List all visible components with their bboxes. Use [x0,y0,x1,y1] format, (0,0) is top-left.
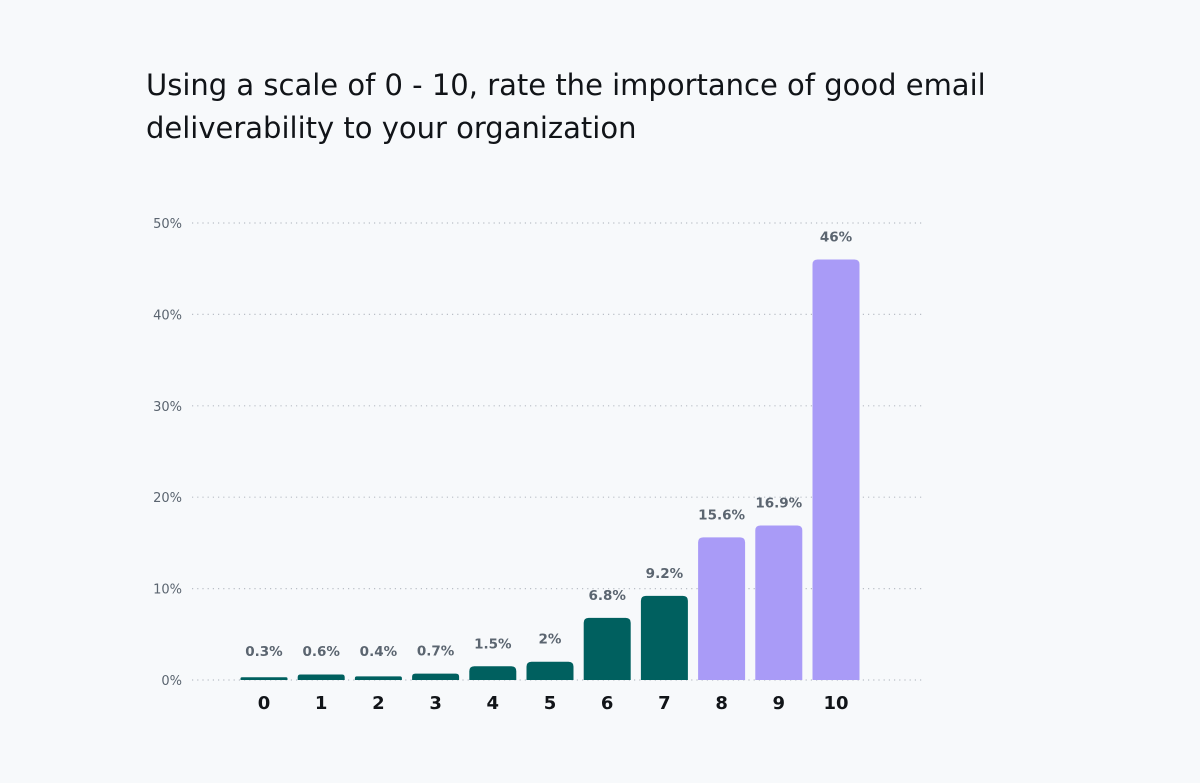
bar-1 [297,674,345,680]
value-label: 15.6% [698,507,745,523]
bar-0 [240,677,288,680]
x-axis-category-labels: 0 1 2 3 4 5 6 7 8 9 10 [258,693,849,714]
value-label: 9.2% [646,566,684,582]
x-tick-label: 10 [823,693,848,714]
bar-10 [812,259,860,680]
y-tick-label: 40% [153,308,182,323]
value-label: 0.6% [302,644,340,660]
x-tick-label: 7 [658,693,671,714]
y-tick-label: 10% [153,583,182,598]
value-label: 0.7% [417,644,455,660]
bar-5 [526,661,574,680]
value-label: 2% [539,632,562,648]
bar-4 [469,666,517,680]
bar-3 [412,673,460,680]
y-tick-label: 20% [153,491,182,506]
x-tick-label: 2 [372,693,385,714]
x-tick-label: 5 [544,693,557,714]
bar-8 [698,537,746,680]
value-label: 1.5% [474,636,512,652]
y-tick-label: 0% [161,674,182,689]
value-label: 16.9% [755,496,802,512]
y-axis-tick-labels: 0% 10% 20% 30% 40% 50% [153,217,182,689]
x-tick-label: 9 [773,693,786,714]
y-tick-label: 50% [153,217,182,232]
value-label: 6.8% [588,588,626,604]
bar-2 [354,676,402,680]
x-tick-label: 8 [715,693,728,714]
value-label: 0.4% [360,644,398,660]
value-label: 0.3% [245,644,283,660]
value-label: 46% [820,230,853,246]
x-tick-label: 3 [429,693,442,714]
x-tick-label: 0 [258,693,271,714]
x-tick-label: 6 [601,693,614,714]
bars [240,259,860,680]
x-tick-label: 4 [487,693,500,714]
y-tick-label: 30% [153,400,182,415]
x-tick-label: 1 [315,693,328,714]
bar-7 [640,595,688,680]
value-labels: 0.3% 0.6% 0.4% 0.7% 1.5% 2% 6.8% 9.2% 15.6% 16.9%… [245,230,852,660]
bar-9 [755,525,803,680]
bar-6 [583,617,631,680]
chart-title: Using a scale of 0 - 10, rate the import… [146,68,986,145]
